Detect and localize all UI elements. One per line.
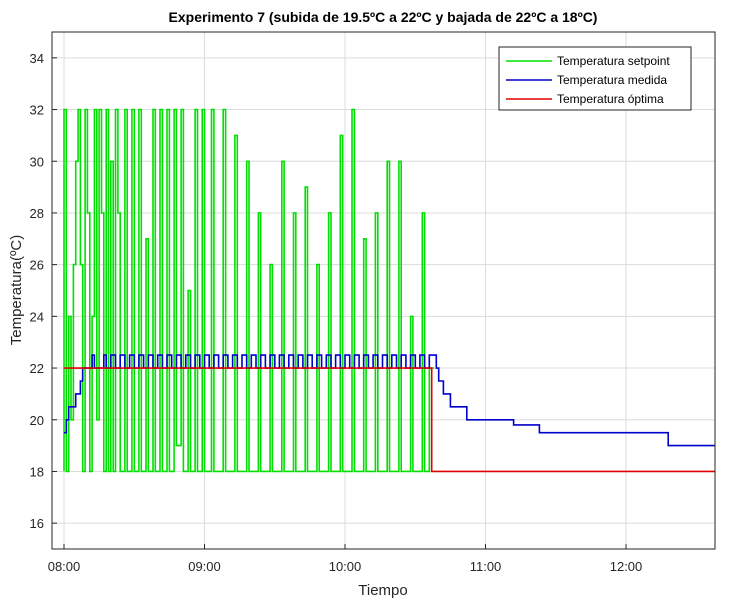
y-tick-label: 32 — [30, 103, 44, 118]
x-tick-label: 08:00 — [48, 559, 81, 574]
y-tick-label: 18 — [30, 464, 44, 479]
legend-label-2: Temperatura medida — [557, 73, 667, 87]
legend: Temperatura setpoint Temperatura medida Te… — [498, 46, 692, 111]
legend-label-1: Temperatura setpoint — [557, 54, 670, 68]
series-line-1 — [63, 108, 434, 473]
x-axis-label: Tiempo — [358, 582, 407, 599]
x-tick-label: 12:00 — [610, 559, 643, 574]
y-tick-label: 24 — [30, 309, 44, 324]
x-tick-label: 10:00 — [329, 559, 362, 574]
ticks: 16 18 20 22 24 26 28 30 32 34 08:00 09:00 10:00 11:00… — [30, 51, 643, 574]
legend-label-3: Temperatura óptima — [557, 92, 664, 106]
series-line-2 — [64, 354, 715, 447]
y-tick-label: 16 — [30, 516, 44, 531]
chart-title: Experimento 7 (subida de 19.5ºC a 22ºC y… — [169, 9, 598, 25]
y-tick-label: 22 — [30, 361, 44, 376]
plot-frame — [51, 31, 716, 550]
series-line-3 — [64, 367, 715, 473]
series-layer — [63, 108, 715, 473]
y-tick-label: 30 — [30, 154, 44, 169]
y-tick-label: 26 — [30, 258, 44, 273]
y-tick-label: 28 — [30, 206, 44, 221]
x-tick-label: 09:00 — [188, 559, 221, 574]
y-axis-label: Temperatura(ºC) — [8, 235, 25, 346]
y-tick-label: 20 — [30, 413, 44, 428]
y-tick-label: 34 — [30, 51, 44, 66]
x-tick-label: 11:00 — [470, 559, 502, 574]
